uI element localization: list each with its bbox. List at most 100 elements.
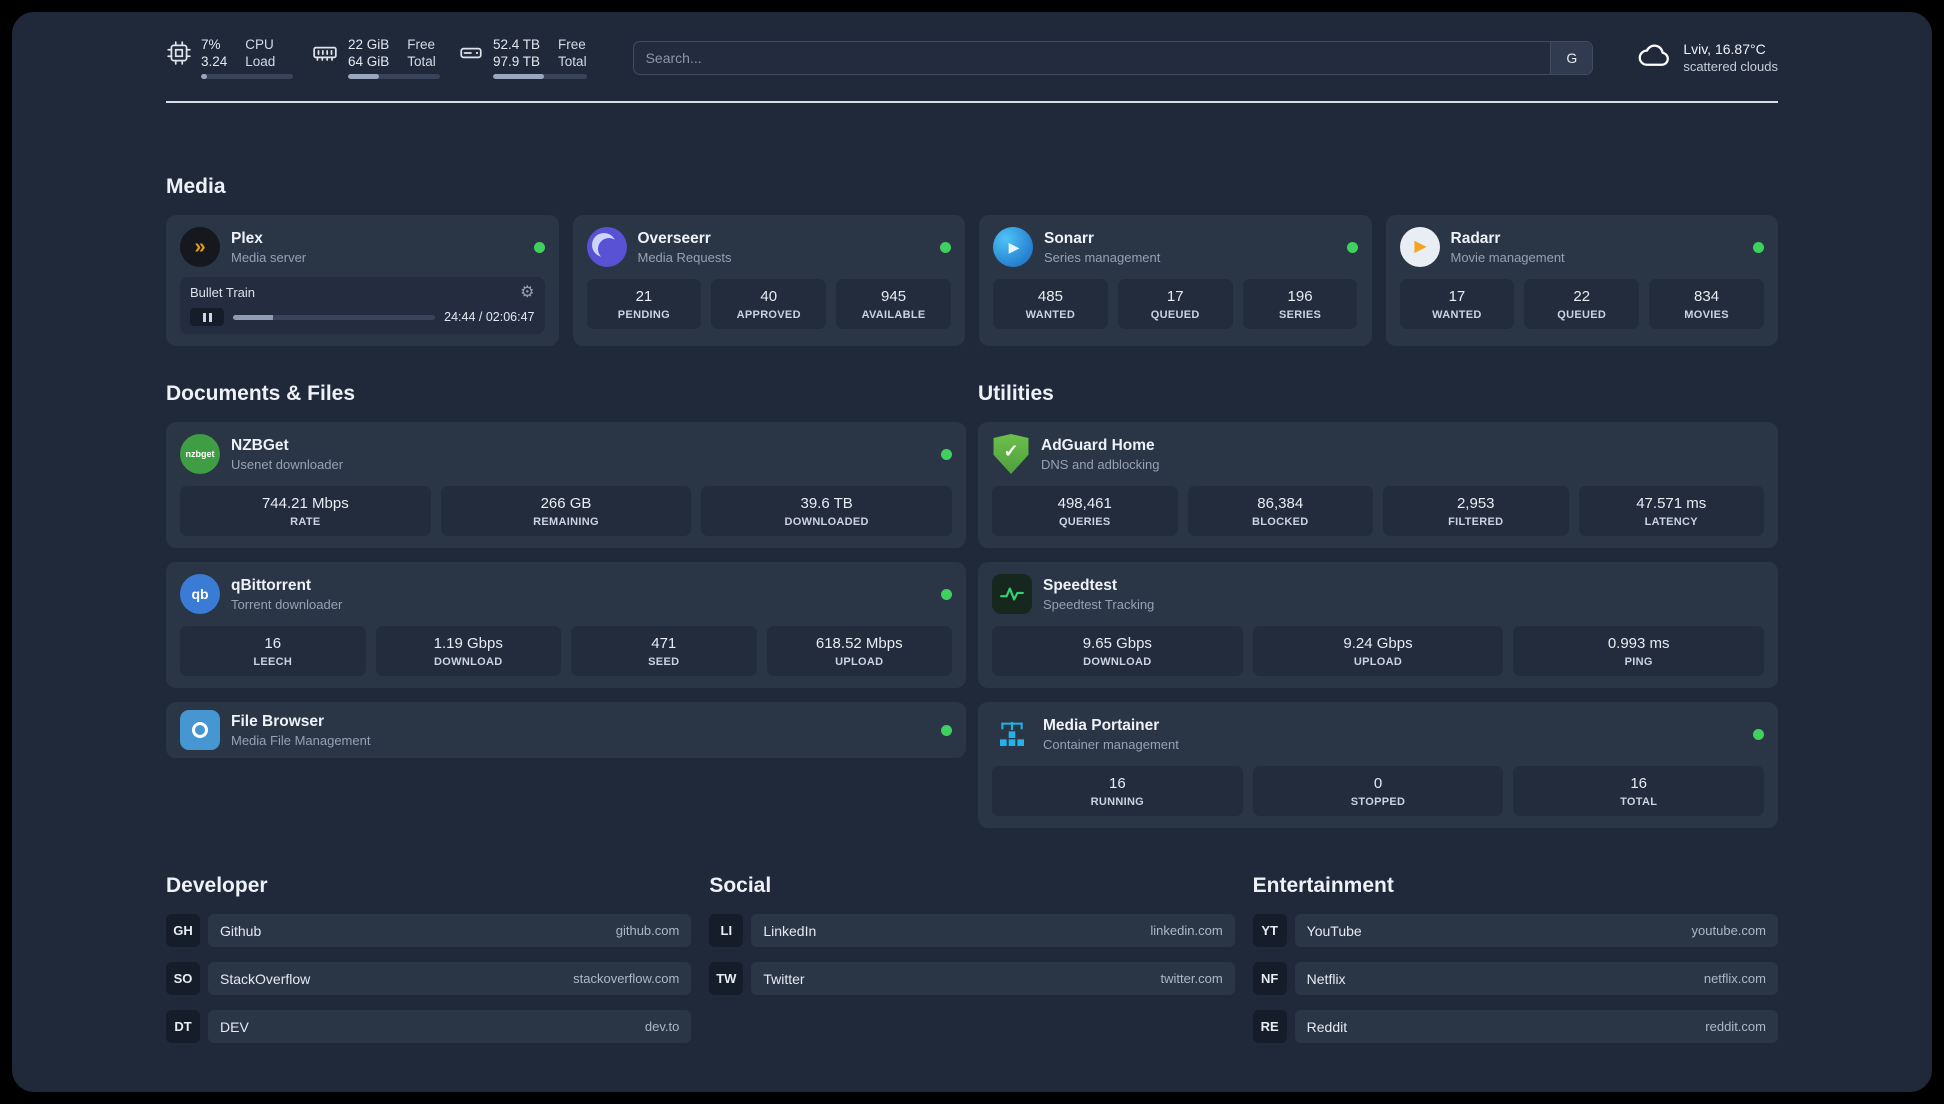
bookmark-dev[interactable]: DT DEV dev.to	[166, 1010, 692, 1043]
card-radarr[interactable]: ▶ Radarr Movie management 17 WANTED 22 QUE…	[1385, 215, 1778, 346]
stat-box: 485 WANTED	[993, 279, 1108, 329]
topbar-divider	[166, 101, 1778, 103]
app-subtitle: Container management	[1043, 736, 1179, 752]
stat-box: 471 SEED	[571, 626, 757, 676]
ram-free-label: Free	[407, 37, 436, 52]
app-name: AdGuard Home	[1041, 436, 1155, 454]
app-subtitle: Series management	[1044, 249, 1161, 265]
stat-box: 2,953 FILTERED	[1383, 486, 1569, 536]
card-plex[interactable]: » Plex Media server Bullet Train ⚙	[166, 215, 559, 346]
stat-box: 22 QUEUED	[1524, 279, 1640, 329]
youtube-icon: YT	[1252, 914, 1287, 947]
app-name: Speedtest	[1043, 576, 1118, 594]
bookmark-linkedin[interactable]: LI LinkedIn linkedin.com	[709, 914, 1235, 947]
ram-total-label: Total	[407, 54, 436, 69]
ram-icon	[311, 40, 339, 66]
nzbget-icon: nzbget	[180, 434, 220, 474]
app-name: Plex	[231, 229, 263, 247]
card-adguard-home[interactable]: ✓ AdGuard Home DNS and adblocking 498,46…	[978, 422, 1778, 548]
bookmark-github[interactable]: GH Github github.com	[166, 914, 692, 947]
app-subtitle: Media File Management	[231, 732, 371, 748]
bookmark-twitter[interactable]: TW Twitter twitter.com	[709, 962, 1235, 995]
cpu-progress-bar	[201, 74, 293, 79]
qbittorrent-icon: qb	[180, 574, 220, 614]
stat-box: 266 GB REMAINING	[440, 486, 692, 536]
status-dot	[941, 588, 952, 600]
stat-box: 16 RUNNING	[992, 766, 1243, 816]
card-file-browser[interactable]: File Browser Media File Management	[166, 702, 966, 758]
section-media: Media » Plex Media server Bullet Tr	[166, 175, 1778, 346]
search-input[interactable]	[633, 41, 1551, 74]
ram-widget: 22 GiB 64 GiB Free Total	[311, 36, 440, 79]
disk-free-value: 52.4 TB	[493, 37, 541, 52]
status-dot	[940, 241, 951, 253]
app-name: qBittorrent	[231, 576, 312, 594]
section-title-documents: Documents & Files	[166, 382, 356, 405]
stat-box: 39.6 TB DOWNLOADED	[701, 486, 953, 536]
stat-box: 834 MOVIES	[1649, 279, 1764, 329]
now-playing-title: Bullet Train	[190, 285, 256, 300]
ram-total-value: 64 GiB	[348, 54, 390, 69]
bookmark-youtube[interactable]: YT YouTube youtube.com	[1252, 914, 1778, 947]
weather-location: Lviv, 16.87°C	[1683, 41, 1766, 57]
app-name: Overseerr	[637, 229, 711, 247]
bookmark-netflix[interactable]: NF Netflix netflix.com	[1252, 962, 1778, 995]
stat-box: 196 SERIES	[1242, 279, 1358, 329]
disk-icon	[458, 40, 484, 66]
app-subtitle: Media Requests	[637, 249, 732, 265]
bookmark-reddit[interactable]: RE Reddit reddit.com	[1252, 1010, 1778, 1043]
status-dot	[941, 724, 952, 736]
app-name: Sonarr	[1044, 229, 1094, 247]
status-dot	[941, 448, 952, 460]
stat-box: 618.52 Mbps UPLOAD	[766, 626, 952, 676]
stat-box: 16 LEECH	[180, 626, 366, 676]
seek-bar[interactable]	[233, 314, 436, 320]
section-title-utilities: Utilities	[978, 382, 1054, 405]
section-utilities: Utilities ✓ AdGuard Home DNS and adblock…	[978, 382, 1778, 828]
section-title-media: Media	[166, 175, 226, 198]
ram-progress-bar	[348, 74, 440, 79]
disk-progress-bar	[493, 74, 587, 79]
status-dot	[533, 241, 545, 253]
app-name: Media Portainer	[1043, 716, 1160, 734]
cpu-label: CPU	[245, 37, 274, 52]
card-qbittorrent[interactable]: qb qBittorrent Torrent downloader 16 LEEC…	[166, 562, 966, 688]
stat-box: 9.24 Gbps UPLOAD	[1252, 626, 1504, 676]
app-subtitle: Usenet downloader	[231, 456, 344, 472]
card-overseerr[interactable]: Overseerr Media Requests 21 PENDING 40 APP…	[572, 215, 965, 346]
github-icon: GH	[166, 914, 200, 947]
section-entertainment: Entertainment YT YouTube youtube.com NF …	[1252, 874, 1778, 1043]
app-subtitle: DNS and adblocking	[1041, 456, 1160, 472]
section-title-entertainment: Entertainment	[1252, 874, 1394, 897]
ram-free-value: 22 GiB	[348, 37, 390, 52]
card-sonarr[interactable]: ▶ Sonarr Series management 485 WANTED 17 Q…	[979, 215, 1372, 346]
search-engine-button[interactable]: G	[1550, 41, 1593, 74]
section-title-developer: Developer	[166, 874, 268, 897]
cpu-load-label: Load	[245, 54, 276, 69]
status-dot	[1753, 728, 1764, 740]
app-name: Radarr	[1450, 229, 1501, 247]
pause-button[interactable]	[190, 308, 224, 326]
app-subtitle: Speedtest Tracking	[1043, 596, 1155, 612]
app-name: NZBGet	[231, 436, 289, 454]
stat-box: 0 STOPPED	[1252, 766, 1504, 816]
stat-box: 0.993 ms PING	[1513, 626, 1765, 676]
stat-box: 21 PENDING	[586, 279, 702, 329]
cloud-icon	[1637, 41, 1673, 74]
linkedin-icon: LI	[709, 914, 744, 947]
stat-box: 9.65 Gbps DOWNLOAD	[992, 626, 1243, 676]
search-bar: G	[632, 40, 1594, 75]
card-nzbget[interactable]: nzbget NZBGet Usenet downloader 744.21 M…	[166, 422, 966, 548]
card-media-portainer[interactable]: Media Portainer Container management 16 R…	[978, 702, 1778, 828]
overseerr-icon	[586, 227, 627, 267]
stat-box: 47.571 ms LATENCY	[1578, 486, 1764, 536]
radarr-icon: ▶	[1399, 227, 1440, 267]
card-speedtest[interactable]: Speedtest Speedtest Tracking 9.65 Gbps DO…	[978, 562, 1778, 688]
dashboard: 7% 3.24 CPU Load	[12, 12, 1932, 1092]
stat-box: 40 APPROVED	[711, 279, 827, 329]
bookmark-stackoverflow[interactable]: SO StackOverflow stackoverflow.com	[166, 962, 692, 995]
gear-icon[interactable]: ⚙	[520, 283, 535, 301]
portainer-crane-icon	[992, 714, 1032, 754]
stat-box: 1.19 Gbps DOWNLOAD	[375, 626, 561, 676]
section-social: Social LI LinkedIn linkedin.com TW Twitt…	[709, 874, 1235, 1043]
